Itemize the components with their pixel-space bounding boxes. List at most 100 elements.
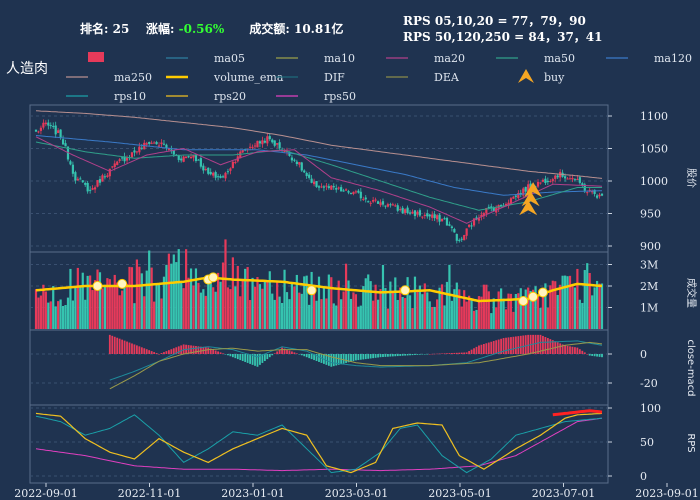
volume-bar bbox=[583, 270, 586, 329]
macd-hist-bar bbox=[126, 341, 128, 354]
macd-hist-bar bbox=[465, 352, 468, 354]
volume-bar bbox=[219, 281, 222, 329]
volume-bar bbox=[266, 280, 269, 329]
volume-bar bbox=[554, 281, 557, 329]
rps50-line bbox=[35, 417, 603, 472]
volume-bar bbox=[76, 267, 79, 329]
volume-bar bbox=[416, 290, 419, 329]
volume-bar bbox=[101, 288, 104, 329]
candle-body bbox=[406, 207, 409, 213]
volume-bar bbox=[509, 293, 513, 329]
volume-bar bbox=[337, 280, 340, 329]
macd-hist-bar bbox=[551, 340, 554, 354]
candle-body bbox=[347, 191, 350, 193]
candle-body bbox=[310, 178, 313, 183]
candle-body bbox=[133, 150, 136, 153]
candle-body bbox=[145, 143, 148, 145]
macd-hist-bar bbox=[229, 354, 232, 357]
candle-body bbox=[39, 127, 43, 131]
macd-hist-bar bbox=[391, 354, 394, 357]
candle-body bbox=[212, 172, 215, 176]
candle-body bbox=[524, 186, 527, 192]
rank-value: 25 bbox=[112, 22, 130, 36]
volume-bar bbox=[106, 278, 109, 329]
candle-body bbox=[295, 161, 298, 165]
macd-hist-bar bbox=[295, 353, 298, 354]
macd-hist-bar bbox=[143, 348, 146, 354]
macd-hist-bar bbox=[241, 354, 244, 362]
macd-hist-bar bbox=[364, 354, 367, 360]
volume-bar bbox=[436, 299, 439, 329]
legend-buy-icon bbox=[518, 69, 534, 83]
volume-bar bbox=[177, 249, 180, 329]
candle-body bbox=[86, 182, 89, 192]
candle-body bbox=[303, 170, 306, 173]
candle-body bbox=[404, 209, 407, 213]
volume-bar bbox=[123, 287, 126, 329]
macd-hist-bar bbox=[409, 354, 411, 356]
candle-body bbox=[416, 211, 419, 215]
macd-hist-bar bbox=[586, 354, 589, 355]
candle-body bbox=[155, 141, 158, 145]
volume-ema-marker bbox=[528, 291, 539, 302]
volume-bar bbox=[155, 283, 158, 329]
volume-bar bbox=[381, 264, 385, 329]
volume-bar bbox=[280, 302, 284, 329]
volume-bar bbox=[504, 309, 508, 329]
volume-bar bbox=[433, 306, 436, 329]
volume-bar bbox=[273, 299, 276, 329]
volume-bar bbox=[172, 254, 175, 329]
volume-bar bbox=[303, 276, 306, 329]
volume-ema-marker bbox=[518, 296, 529, 307]
macd-hist-bar bbox=[559, 343, 562, 354]
volume-bar bbox=[413, 276, 417, 329]
candle-body bbox=[74, 172, 77, 181]
volume-axis-label: 成交量 bbox=[685, 278, 698, 308]
volume-bar bbox=[549, 285, 552, 329]
volume-bar bbox=[507, 293, 510, 329]
volume-bar bbox=[180, 280, 183, 329]
macd-hist-bar bbox=[167, 350, 170, 354]
volume-bar bbox=[278, 296, 281, 329]
macd-hist-bar bbox=[209, 348, 212, 354]
candle-body bbox=[192, 155, 195, 158]
rps-tick-label: 100 bbox=[640, 402, 661, 415]
macd-hist-bar bbox=[517, 336, 520, 354]
candle-body bbox=[229, 168, 232, 171]
candle-body bbox=[111, 166, 114, 168]
candle-body bbox=[256, 140, 259, 148]
macd-hist-bar bbox=[273, 353, 276, 354]
volume-bar bbox=[128, 266, 131, 329]
volume-bar bbox=[369, 281, 372, 329]
macd-hist-bar bbox=[335, 354, 338, 366]
volume-bar bbox=[458, 289, 461, 329]
candle-body bbox=[135, 151, 138, 153]
macd-hist-bar bbox=[256, 354, 259, 367]
candle-body bbox=[566, 178, 569, 180]
macd-hist-bar bbox=[234, 354, 237, 359]
candle-body bbox=[266, 136, 269, 144]
macd-hist-bar bbox=[160, 353, 163, 354]
macd-hist-bar bbox=[438, 353, 441, 355]
macd-hist-bar bbox=[497, 339, 500, 354]
candle-body bbox=[138, 146, 141, 153]
candle-body bbox=[160, 142, 163, 145]
volume-bar bbox=[310, 271, 313, 329]
volume-bar bbox=[561, 275, 564, 329]
volume-bar bbox=[527, 287, 530, 329]
volume-bar bbox=[539, 307, 542, 329]
volume-bar bbox=[512, 311, 515, 329]
macd-hist-bar bbox=[478, 345, 480, 354]
volume-bar bbox=[39, 295, 43, 329]
candle-body bbox=[335, 188, 338, 190]
candle-body bbox=[217, 176, 220, 178]
volume-bar bbox=[566, 276, 569, 329]
macd-hist-bar bbox=[524, 335, 527, 354]
volume-bar bbox=[559, 284, 562, 329]
candle-body bbox=[113, 163, 116, 168]
rps-line-1: RPS 05,10,20 = 77，79，90 bbox=[403, 14, 586, 28]
candle-body bbox=[581, 183, 584, 186]
macd-hist-bar bbox=[308, 354, 311, 359]
volume-bar bbox=[295, 274, 298, 329]
macd-hist-bar bbox=[276, 351, 279, 354]
